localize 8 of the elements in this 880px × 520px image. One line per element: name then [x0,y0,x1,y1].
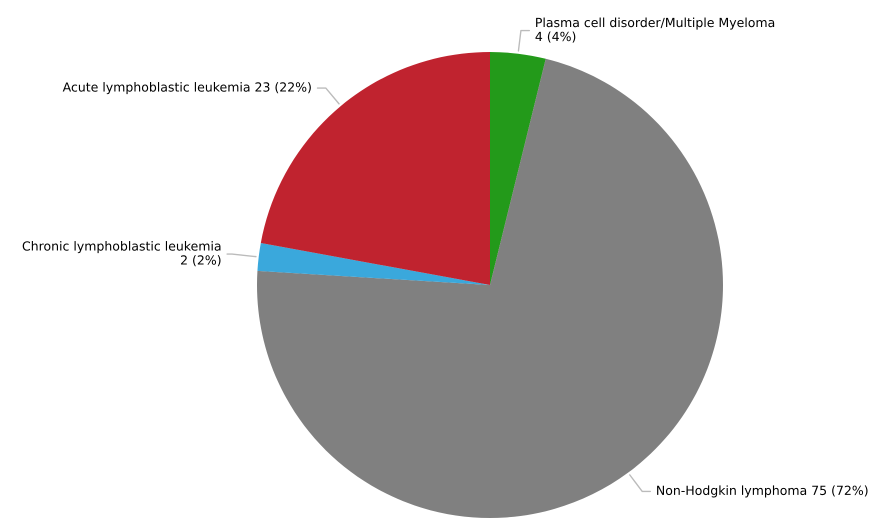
slice-label: Acute lymphoblastic leukemia 23 (22%) [62,82,311,94]
data-label: 4 (4%) [535,32,576,43]
data-label: 2 (2%) [180,255,221,266]
slice-label: Non-Hodgkin lymphoma 75 (72%) [657,485,868,498]
pie-slice [257,243,490,285]
pie-slice [490,52,546,285]
slice-label: Plasma cell disorder/Multiple Myeloma [536,18,774,30]
slice-label: Chronic lymphoblastic leukemia [22,241,220,254]
